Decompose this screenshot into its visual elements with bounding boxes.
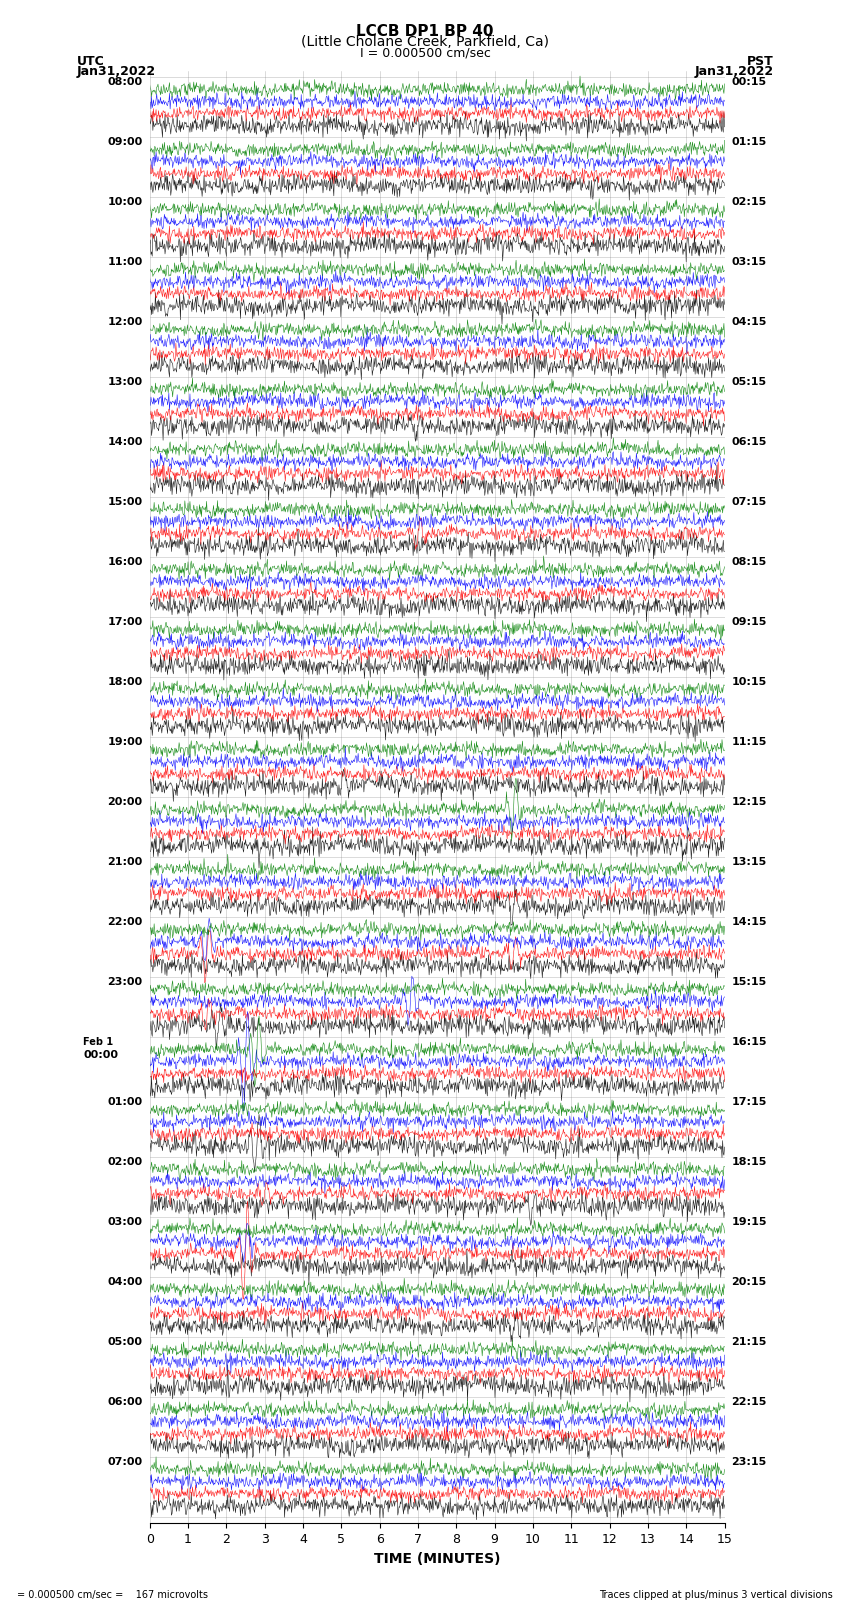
Text: Feb 1: Feb 1 [83,1037,113,1047]
Text: 17:15: 17:15 [732,1097,767,1108]
Text: 16:15: 16:15 [732,1037,767,1047]
Text: 16:00: 16:00 [107,558,143,568]
Text: 04:15: 04:15 [732,318,767,327]
Text: 07:15: 07:15 [732,497,767,508]
Text: Traces clipped at plus/minus 3 vertical divisions: Traces clipped at plus/minus 3 vertical … [599,1590,833,1600]
Text: 04:00: 04:00 [107,1277,143,1287]
Text: 07:00: 07:00 [108,1458,143,1468]
Text: UTC: UTC [76,55,105,68]
Text: 13:00: 13:00 [108,377,143,387]
Text: 13:15: 13:15 [732,858,767,868]
Text: Jan31,2022: Jan31,2022 [694,65,774,77]
Text: 12:00: 12:00 [107,318,143,327]
Text: 14:15: 14:15 [732,918,767,927]
Text: 01:15: 01:15 [732,137,767,147]
Text: 17:00: 17:00 [107,618,143,627]
Text: 23:00: 23:00 [108,977,143,987]
Text: Jan31,2022: Jan31,2022 [76,65,156,77]
Text: 19:00: 19:00 [107,737,143,747]
X-axis label: TIME (MINUTES): TIME (MINUTES) [374,1552,501,1566]
Text: 18:00: 18:00 [107,677,143,687]
Text: 20:15: 20:15 [732,1277,767,1287]
Text: 15:15: 15:15 [732,977,767,987]
Text: 12:15: 12:15 [732,797,767,808]
Text: 03:15: 03:15 [732,258,767,268]
Text: 21:00: 21:00 [107,858,143,868]
Text: 02:15: 02:15 [732,197,767,208]
Text: 23:15: 23:15 [732,1458,767,1468]
Text: 08:15: 08:15 [732,558,767,568]
Text: 15:00: 15:00 [108,497,143,508]
Text: 05:15: 05:15 [732,377,767,387]
Text: 10:00: 10:00 [108,197,143,208]
Text: 18:15: 18:15 [732,1158,767,1168]
Text: 02:00: 02:00 [108,1158,143,1168]
Text: = 0.000500 cm/sec =    167 microvolts: = 0.000500 cm/sec = 167 microvolts [17,1590,208,1600]
Text: 10:15: 10:15 [732,677,767,687]
Text: 03:00: 03:00 [108,1218,143,1227]
Text: LCCB DP1 BP 40: LCCB DP1 BP 40 [356,24,494,39]
Text: 22:00: 22:00 [107,918,143,927]
Text: (Little Cholane Creek, Parkfield, Ca): (Little Cholane Creek, Parkfield, Ca) [301,35,549,50]
Text: 11:00: 11:00 [107,258,143,268]
Text: 06:15: 06:15 [732,437,767,447]
Text: I = 0.000500 cm/sec: I = 0.000500 cm/sec [360,47,490,60]
Text: PST: PST [747,55,774,68]
Text: 11:15: 11:15 [732,737,767,747]
Text: 08:00: 08:00 [108,77,143,87]
Text: 09:15: 09:15 [732,618,767,627]
Text: 09:00: 09:00 [107,137,143,147]
Text: 01:00: 01:00 [108,1097,143,1108]
Text: 14:00: 14:00 [107,437,143,447]
Text: 05:00: 05:00 [108,1337,143,1347]
Text: 21:15: 21:15 [732,1337,767,1347]
Text: 00:15: 00:15 [732,77,767,87]
Text: 19:15: 19:15 [732,1218,767,1227]
Text: 22:15: 22:15 [732,1397,767,1408]
Text: 00:00: 00:00 [83,1050,118,1060]
Text: 20:00: 20:00 [108,797,143,808]
Text: 06:00: 06:00 [107,1397,143,1408]
